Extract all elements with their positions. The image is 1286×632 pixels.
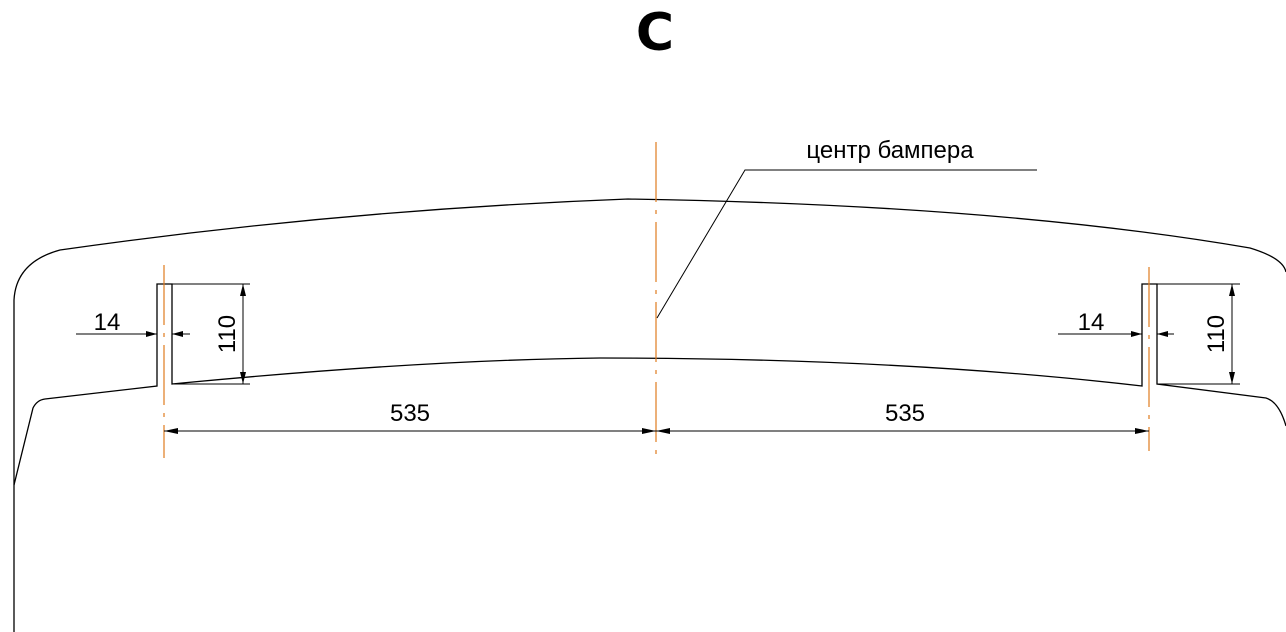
- bumper-outer-contour: [13, 198, 1286, 632]
- callout-leader: [656, 169, 1037, 319]
- dim-offset-left-value: 535: [390, 400, 430, 427]
- dim-right-height-arrow-bottom: [1229, 372, 1235, 384]
- dim-offset-left-arrow-end: [642, 428, 656, 434]
- callout-bumper-center: центр бампера: [806, 137, 974, 164]
- dim-offset-left-arrow-start: [164, 428, 178, 434]
- view-label: C: [636, 3, 674, 63]
- dim-left-width-arrow-out: [172, 331, 183, 337]
- dim-left-height-value: 110: [214, 315, 241, 353]
- dim-offset-right-value: 535: [885, 400, 925, 427]
- dim-left-width-value: 14: [94, 309, 121, 336]
- dim-offset-right-arrow-start: [656, 428, 670, 434]
- dim-left-height-arrow-top: [240, 284, 246, 296]
- dim-right-width-arrow-out: [1157, 331, 1168, 337]
- dim-right-width-value: 14: [1078, 309, 1105, 336]
- dim-right-height-arrow-top: [1229, 284, 1235, 296]
- bumper-inner-edge: [13, 283, 1286, 486]
- dim-right-width-arrow-in: [1131, 331, 1142, 337]
- dim-left-width-arrow-in: [146, 331, 157, 337]
- dim-offset-right-arrow-end: [1135, 428, 1149, 434]
- dim-left-height-arrow-bottom: [240, 372, 246, 384]
- dim-right-height-value: 110: [1203, 315, 1230, 353]
